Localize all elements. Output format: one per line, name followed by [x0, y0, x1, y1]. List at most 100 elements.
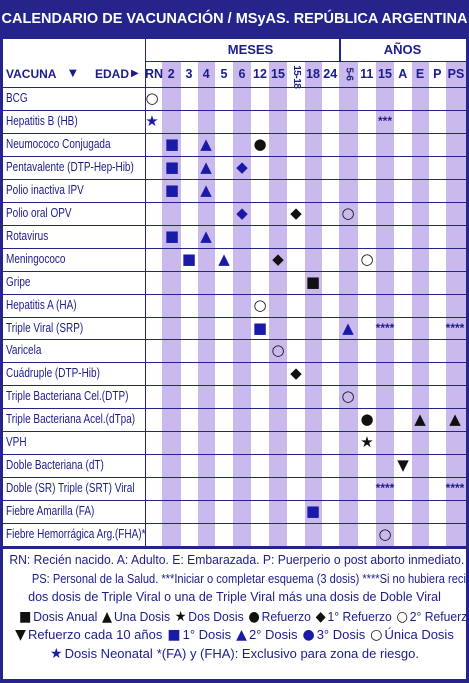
- legend-label: 2° Dosis: [248, 627, 298, 642]
- legend-symbol: ●: [302, 627, 315, 643]
- vaccine-name: Hepatitis A (HA): [6, 297, 77, 312]
- vaccine-name: Polio inactiva IPV: [6, 182, 84, 197]
- dose-symbol: ■: [164, 226, 180, 245]
- vaccine-name: Triple Bacteriana Cel.(DTP): [6, 389, 129, 404]
- column-stripe: [233, 61, 251, 546]
- vaccine-name: Doble (SR) Triple (SRT) Viral: [6, 481, 135, 496]
- row-line: [3, 362, 466, 364]
- column-stripe: [304, 61, 322, 546]
- legend-label: Dos Dosis: [188, 608, 244, 624]
- dose-symbol: ■: [164, 180, 180, 199]
- dose-symbol: ▲: [200, 226, 212, 245]
- dose-note: ****: [375, 481, 395, 496]
- dose-symbol: ▲: [200, 134, 212, 153]
- dose-symbol: ■: [181, 249, 197, 268]
- dose-symbol: ▲: [342, 318, 354, 337]
- row-line: [3, 224, 466, 226]
- row-line: [3, 109, 466, 111]
- vaccine-name: Doble Bacteriana (dT): [6, 458, 104, 473]
- dose-symbol: ◆: [236, 157, 248, 176]
- header-line: [145, 61, 466, 62]
- vaccine-name: BCG: [6, 91, 28, 105]
- note-line: RN: Recién nacido. A: Adulto. E: Embaraz…: [3, 553, 466, 567]
- column-stripe: [446, 61, 466, 546]
- dose-symbol: ○: [360, 249, 374, 268]
- legend-line: ★ Dosis Neonatal *(FA) y (FHA): Exclusivo …: [3, 646, 466, 662]
- dose-symbol: ▲: [414, 410, 426, 429]
- column-label: 15: [378, 67, 392, 81]
- dose-symbol: ■: [305, 502, 321, 521]
- vaccine-name: Fiebre Amarilla (FA): [6, 504, 95, 519]
- row-line: [3, 477, 466, 479]
- legend-label: Una Dosis: [113, 608, 171, 624]
- row-line: [3, 132, 466, 134]
- dose-symbol: ■: [164, 134, 180, 153]
- vaccine-table: VACUNA ▼ EDAD ▶ MESES AÑOS RN 2 3 4 5 6 12 15 15-18 18 2…: [3, 39, 466, 547]
- column-stripe: [339, 61, 358, 546]
- column-label: 2: [167, 67, 175, 81]
- dose-symbol: ■: [252, 318, 268, 337]
- dose-note: ****: [445, 481, 465, 496]
- note-line: dos dosis de Triple Viral o una de Tripl…: [3, 590, 466, 604]
- row-line: [3, 339, 466, 341]
- title: CALENDARIO DE VACUNACIÓN / MSyAS. REPÚBL…: [1, 11, 468, 27]
- dose-symbol: ◆: [272, 249, 284, 268]
- legend-symbol: ▼: [15, 627, 26, 643]
- row-line: [3, 546, 466, 547]
- dose-symbol: ●: [360, 410, 374, 429]
- column-stripe: [269, 61, 287, 546]
- vaccine-name: Fiebre Hemorrágica Arg.(FHA)*: [6, 527, 146, 542]
- name-divider: [145, 39, 146, 546]
- note-line: PS: Personal de la Salud. ***Iniciar o c…: [3, 572, 469, 586]
- legend: RN: Recién nacido. A: Adulto. E: Embaraz…: [3, 549, 469, 679]
- dose-symbol: ○: [145, 89, 159, 107]
- row-line: [3, 293, 466, 295]
- vaccine-name: Triple Viral (SRP): [6, 320, 84, 335]
- down-arrow: ▼: [69, 68, 77, 79]
- legend-symbol: ▲: [102, 608, 113, 625]
- age-header: EDAD: [95, 67, 130, 81]
- row-line: [3, 270, 466, 272]
- legend-label: 1° Refuerzo: [327, 608, 392, 624]
- column-label: 3: [185, 67, 193, 81]
- column-label: 15: [271, 67, 285, 81]
- column-label: 12: [253, 67, 267, 81]
- row-line: [3, 155, 466, 157]
- dose-symbol: ▲: [200, 180, 212, 199]
- years-header: AÑOS: [383, 42, 422, 57]
- legend-symbol: ★: [174, 608, 187, 625]
- column-label: 11: [360, 67, 374, 81]
- right-arrow: ▶: [131, 68, 139, 79]
- dose-symbol: ◆: [236, 203, 248, 222]
- note-text: dos dosis de Triple Viral o una de Tripl…: [28, 590, 441, 604]
- dose-symbol: ○: [378, 525, 392, 544]
- legend-note: *(FA) y (FHA): Exclusivo para zona de ri…: [156, 645, 419, 661]
- legend-label: Dosis Anual: [33, 608, 98, 624]
- column-label: E: [415, 67, 425, 81]
- legend-label: Dosis Neonatal: [64, 645, 153, 661]
- legend-symbol: ■: [167, 627, 181, 643]
- dose-symbol: ▲: [218, 249, 230, 268]
- vaccine-name: Rotavirus: [6, 228, 49, 243]
- vaccine-name: Hepatitis B (HB): [6, 113, 78, 128]
- column-label: 4: [202, 67, 210, 81]
- legend-symbol: ■: [19, 608, 32, 625]
- dose-symbol: ○: [253, 295, 267, 314]
- row-line: [3, 454, 466, 456]
- vaccine-name: Polio oral OPV: [6, 205, 72, 220]
- row-line: [3, 385, 466, 387]
- dose-symbol: ○: [341, 387, 355, 406]
- legend-symbol: ▲: [236, 627, 247, 643]
- vaccine-name: Triple Bacteriana Acel.(dTpa): [6, 412, 136, 427]
- row-line: [3, 247, 466, 249]
- legend-label: Única Dosis: [384, 627, 454, 642]
- note-text: RN: Recién nacido. A: Adulto. E: Embaraz…: [9, 553, 465, 567]
- legend-label: 2° Refuerzo: [409, 608, 469, 624]
- dose-symbol: ▲: [200, 157, 212, 176]
- header-line: [3, 87, 466, 88]
- vaccine-name: Cuádruple (DTP-Hib): [6, 366, 100, 381]
- column-label: 5: [220, 67, 228, 81]
- vaccine-name: Varicela: [6, 343, 42, 358]
- dose-symbol: ○: [271, 341, 285, 360]
- dose-symbol: ■: [305, 272, 321, 291]
